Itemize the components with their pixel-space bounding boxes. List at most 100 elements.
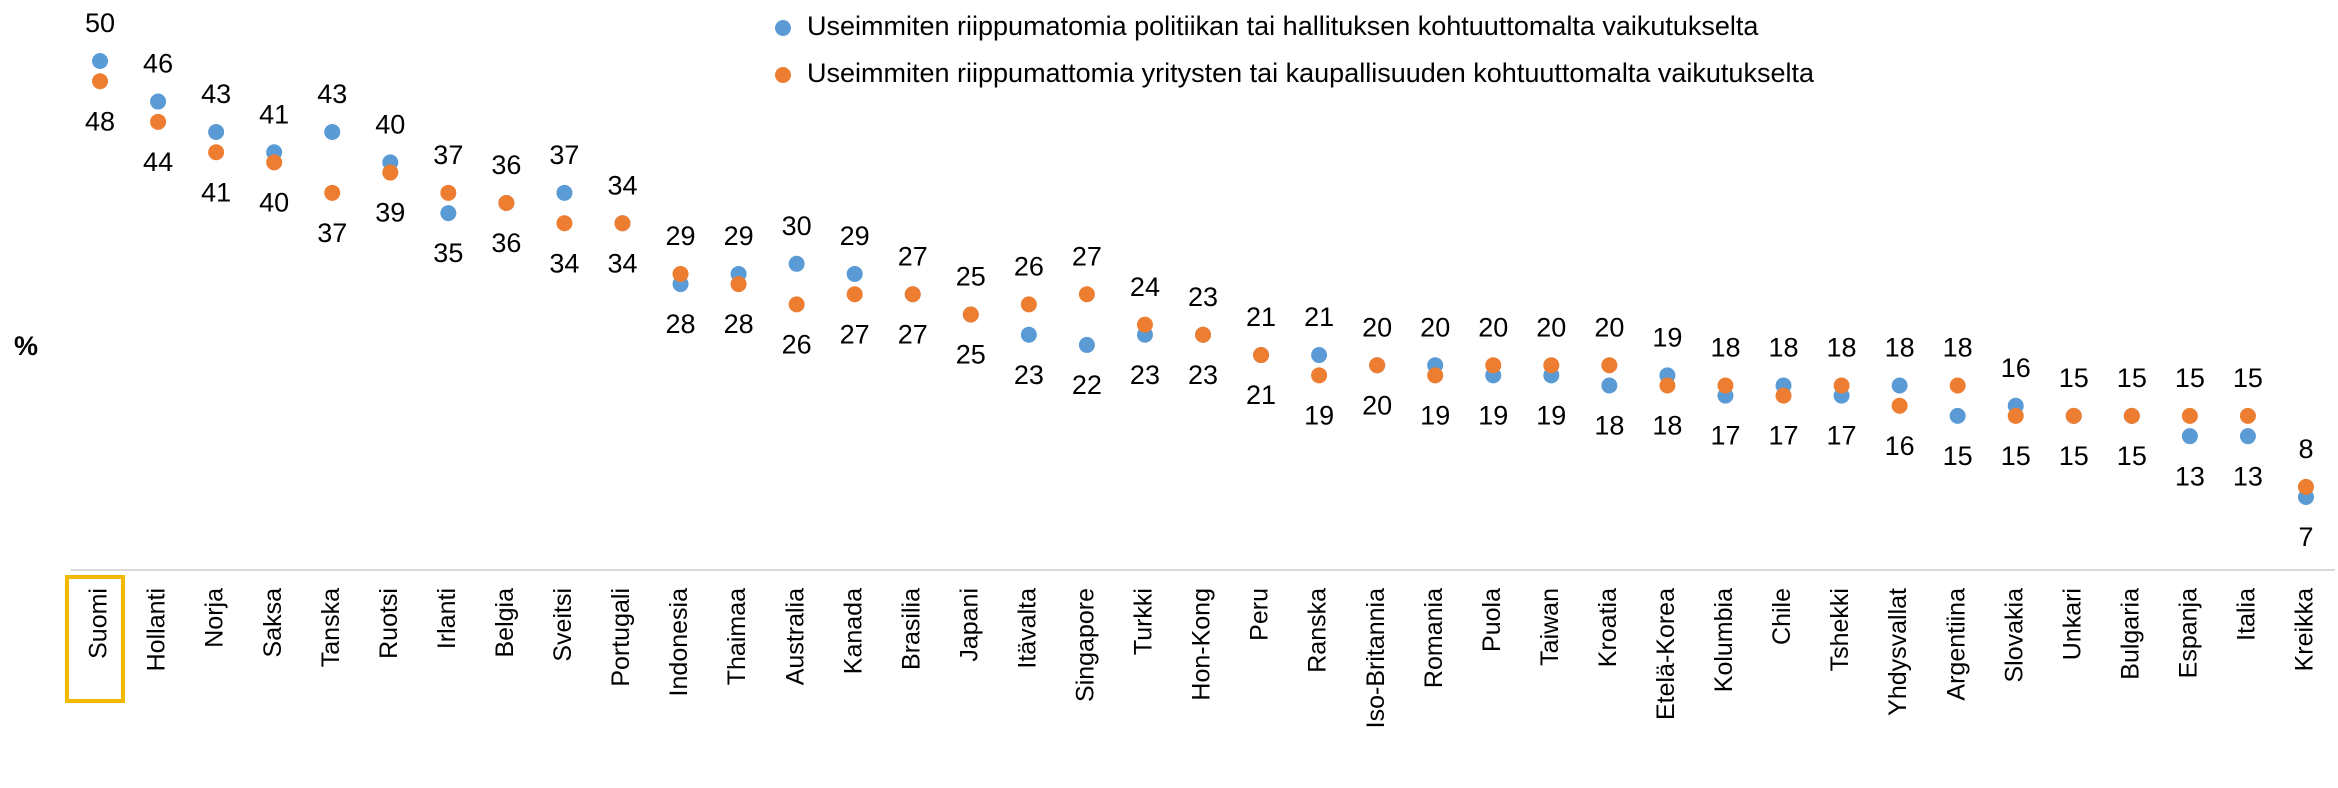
x-tick-label: Hon-Kong [1188,588,1216,701]
dot [1485,357,1502,374]
value-label: 28 [724,309,754,339]
dot [1601,377,1618,394]
x-tick-label: Kreikka [2291,588,2319,671]
value-label: 43 [317,79,347,109]
dot [440,205,457,222]
x-tick-label: Japani [955,588,983,662]
dot [614,215,631,232]
dot [208,144,225,161]
value-label: 15 [2233,363,2263,393]
value-label: 19 [1478,400,1508,430]
value-label: 13 [2233,461,2263,491]
dot [324,184,341,201]
dot [1311,367,1328,384]
value-label: 18 [1710,333,1740,363]
x-tick-label: Turkki [1130,588,1158,655]
value-label: 25 [956,340,986,370]
dot [92,73,109,90]
value-label: 16 [1885,431,1915,461]
dot [92,53,109,69]
dot [556,215,573,232]
value-label: 20 [1420,312,1450,342]
x-tick-label: Kroatia [1594,588,1622,667]
value-label: 15 [1943,441,1973,471]
value-label: 29 [666,221,696,251]
x-tick-label: Sveitsi [549,588,577,662]
dot [2181,407,2198,424]
x-tick-label: Etelä-Korea [1652,588,1680,720]
value-label: 19 [1652,322,1682,352]
value-label: 34 [607,170,637,200]
value-label: 27 [840,319,870,349]
x-tick-label: Saksa [259,588,287,658]
x-tick-label: Kanada [839,588,867,674]
value-label: 50 [85,8,115,38]
value-label: 30 [782,211,812,241]
value-label: 20 [1362,312,1392,342]
value-label: 7 [2298,522,2313,552]
value-label: 20 [1478,312,1508,342]
value-label: 22 [1072,370,1102,400]
dot [1949,377,1966,394]
x-tick-label: Indonesia [665,588,693,697]
dot [1311,347,1328,364]
value-label: 23 [1188,282,1218,312]
dot [1659,377,1676,394]
dot [1369,357,1386,374]
legend-label: Useimmiten riippumatomia politiikan tai … [807,11,1759,41]
value-label: 21 [1246,380,1276,410]
value-label: 35 [433,238,463,268]
x-tick-label: Ruotsi [375,588,403,659]
dot [266,154,283,171]
dot [1427,367,1444,384]
value-label: 23 [1130,360,1160,390]
y-axis-label: % [14,331,38,361]
value-label: 29 [840,221,870,251]
value-label: 27 [898,319,928,349]
x-tick-label: Yhdysvallat [1884,588,1912,716]
value-label: 18 [1827,333,1857,363]
x-tick-label: Itävalta [1013,588,1041,669]
dot [2007,407,2024,424]
dot [788,296,805,313]
value-label: 37 [317,218,347,248]
x-tick-label: Iso-Britannia [1362,588,1390,728]
dot [382,164,399,181]
dot [1601,357,1618,374]
x-tick-label: Irlanti [433,588,461,649]
value-label: 18 [1594,411,1624,441]
x-tick-label: Chile [1768,588,1796,645]
value-label: 21 [1246,302,1276,332]
value-label: 40 [375,110,405,140]
value-label: 37 [433,140,463,170]
x-tick-label: Thaimaa [723,588,751,685]
x-tick-label: Unkari [2058,588,2086,660]
value-label: 26 [782,329,812,359]
dot [962,306,979,323]
x-tick-label: Hollanti [143,588,171,671]
x-tick-label: Bulgaria [2116,588,2144,680]
value-label: 20 [1536,312,1566,342]
value-label: 19 [1420,400,1450,430]
x-tick-label: Argentiina [1942,588,1970,701]
x-tick-label: Peru [1246,588,1274,641]
value-label: 40 [259,188,289,218]
dot [2239,407,2256,424]
dot [440,184,457,201]
dot [1833,377,1850,394]
x-tick-label: Kolumbia [1710,588,1738,692]
x-tick-label: Espanja [2174,588,2202,678]
dot [672,265,689,282]
dot [846,286,863,303]
value-label: 15 [2117,363,2147,393]
x-tick-label: Norja [201,588,229,648]
value-label: 18 [1943,333,1973,363]
dot [1891,397,1908,414]
value-label: 17 [1827,421,1857,451]
value-label: 39 [375,198,405,228]
dot [788,255,805,272]
dot [208,123,225,140]
x-tick-label: Brasilia [897,588,925,670]
value-label: 44 [143,147,173,177]
value-label: 23 [1188,360,1218,390]
